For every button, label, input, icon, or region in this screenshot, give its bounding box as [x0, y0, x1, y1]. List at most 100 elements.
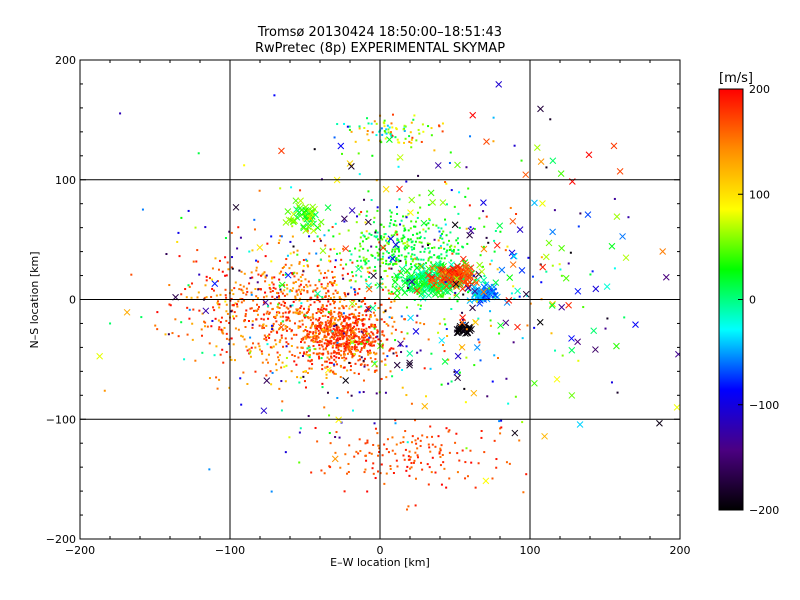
scatter-dot-489: [327, 343, 330, 346]
scatter-dot-2394: [513, 297, 516, 300]
scatter-dot-1586: [405, 260, 408, 263]
scatter-cross-1733: [413, 264, 421, 271]
scatter-dot-1418: [427, 227, 430, 230]
scatter-dot-1005: [305, 337, 308, 340]
scatter-dot-715: [195, 260, 198, 263]
scatter-dot-2408: [401, 386, 404, 389]
scatter-dot-2309: [334, 451, 337, 454]
scatter-dot-2670: [386, 355, 389, 358]
scatter-cross-2825: [371, 360, 378, 368]
scatter-cross-2876: [548, 302, 556, 309]
scatter-dot-1348: [316, 235, 319, 238]
scatter-dot-1208: [292, 282, 295, 285]
scatter-dot-954: [305, 335, 308, 338]
scatter-dot-2500: [435, 285, 438, 288]
scatter-dot-1034: [216, 301, 219, 304]
scatter-dot-701: [208, 342, 211, 345]
scatter-dot-1149: [268, 286, 271, 289]
scatter-dot-648: [283, 294, 286, 297]
scatter-dot-2242: [421, 434, 424, 437]
scatter-dot-2239: [402, 436, 405, 439]
scatter-dot-2551: [465, 166, 468, 169]
scatter-dot-2516: [381, 261, 384, 264]
scatter-dot-687: [377, 307, 380, 310]
scatter-dot-1539: [443, 257, 446, 260]
scatter-cross-2888: [459, 314, 466, 321]
scatter-dot-493: [329, 326, 332, 329]
scatter-dot-755: [242, 371, 245, 374]
scatter-dot-1154: [267, 353, 270, 356]
scatter-cross-2930: [480, 288, 488, 296]
scatter-dot-1365: [327, 229, 330, 232]
scatter-dot-902: [264, 255, 267, 258]
scatter-dot-2131: [438, 125, 441, 128]
scatter-dot-2259: [370, 452, 373, 455]
scatter-dot-1523: [306, 259, 309, 262]
scatter-dot-2314: [347, 470, 350, 473]
scatter-dot-1478: [384, 269, 387, 272]
scatter-cross-1752: [393, 292, 401, 300]
scatter-dot-2788: [398, 270, 401, 273]
scatter-dot-2575: [506, 245, 509, 248]
scatter-dot-1262: [206, 325, 209, 328]
scatter-dot-1284: [340, 313, 343, 316]
scatter-dot-866: [331, 284, 334, 287]
scatter-dot-1491: [381, 255, 384, 258]
scatter-dot-2422: [231, 315, 234, 318]
scatter-dot-369: [351, 305, 354, 308]
scatter-dot-1463: [424, 230, 427, 233]
scatter-dot-2361: [351, 275, 354, 278]
scatter-dot-1665: [425, 262, 428, 265]
scatter-cross-2885: [454, 352, 462, 360]
scatter-dot-2134: [410, 141, 413, 144]
scatter-dot-981: [309, 303, 312, 306]
scatter-dot-1183: [279, 339, 282, 342]
scatter-dot-2603: [406, 441, 409, 444]
scatter-dot-1290: [220, 316, 223, 319]
scatter-dot-2293: [439, 456, 442, 459]
scatter-dot-2530: [273, 94, 276, 97]
scatter-dot-15: [391, 325, 394, 328]
scatter-dot-2468: [319, 239, 322, 242]
scatter-dot-780: [296, 249, 299, 252]
scatter-dot-1612: [493, 296, 496, 299]
scatter-dot-381: [330, 352, 333, 355]
scatter-dot-1367: [403, 236, 406, 239]
scatter-dot-2535: [362, 330, 365, 333]
scatter-dot-919: [345, 324, 348, 327]
scatter-dot-233: [326, 327, 329, 330]
scatter-dot-635: [263, 337, 266, 340]
scatter-dot-1069: [278, 296, 281, 299]
scatter-dot-1025: [344, 293, 347, 296]
scatter-dot-5: [327, 352, 330, 355]
scatter-dot-2808: [388, 316, 391, 319]
scatter-dot-222: [364, 336, 367, 339]
scatter-dot-1614: [403, 247, 406, 250]
scatter-dot-1004: [268, 313, 271, 316]
scatter-dot-790: [302, 315, 305, 318]
scatter-dot-2550: [305, 258, 308, 261]
scatter-dot-1275: [204, 321, 207, 324]
scatter-cross-2964: [483, 138, 490, 145]
scatter-dot-990: [278, 272, 281, 275]
scatter-dot-1606: [413, 253, 416, 256]
scatter-cross-2945: [482, 477, 490, 485]
scatter-dot-554: [328, 341, 331, 344]
scatter-dot-1246: [332, 299, 335, 302]
scatter-dot-2744: [346, 125, 349, 128]
scatter-dot-487: [357, 314, 360, 317]
scatter-dot-509: [330, 318, 333, 321]
scatter-dot-1132: [288, 310, 291, 313]
scatter-dot-340: [317, 329, 320, 332]
scatter-dot-2631: [255, 259, 258, 262]
scatter-dot-2325: [364, 454, 367, 457]
scatter-dot-699: [282, 312, 285, 315]
scatter-dot-2286: [380, 463, 383, 466]
scatter-cross-2926: [473, 344, 481, 351]
scatter-cross-2871: [324, 366, 332, 374]
scatter-dot-361: [384, 358, 387, 361]
scatter-dot-1272: [205, 279, 208, 282]
scatter-dot-916: [345, 340, 348, 343]
scatter-dot-1294: [219, 353, 222, 356]
scatter-dot-2104: [417, 128, 420, 131]
